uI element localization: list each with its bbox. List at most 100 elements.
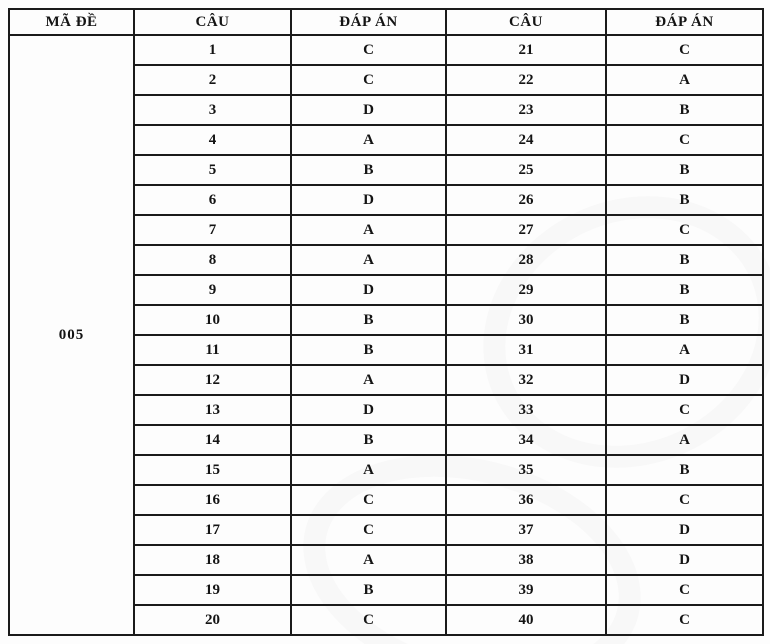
question-number-cell: 22 — [445, 64, 607, 96]
question-number-cell: 33 — [445, 394, 607, 426]
question-number-cell: 10 — [133, 304, 292, 336]
question-number-cell: 27 — [445, 214, 607, 246]
question-number-cell: 9 — [133, 274, 292, 306]
question-number-cell: 7 — [133, 214, 292, 246]
question-number-cell: 35 — [445, 454, 607, 486]
question-number-cell: 17 — [133, 514, 292, 546]
answer-cell: B — [605, 184, 764, 216]
question-number-cell: 20 — [133, 604, 292, 636]
question-number-cell: 28 — [445, 244, 607, 276]
table-row: 14 B 34 A — [9, 424, 764, 456]
answer-cell: C — [290, 34, 447, 66]
table-row: 13 D 33 C — [9, 394, 764, 426]
table-row: 15 A 35 B — [9, 454, 764, 486]
question-number-cell: 15 — [133, 454, 292, 486]
answer-cell: B — [290, 574, 447, 606]
answer-cell: B — [290, 334, 447, 366]
question-number-cell: 39 — [445, 574, 607, 606]
answer-cell: C — [605, 574, 764, 606]
header-answer-left: ĐÁP ÁN — [290, 8, 447, 36]
answer-cell: B — [290, 424, 447, 456]
question-number-cell: 37 — [445, 514, 607, 546]
table-row: 10 B 30 B — [9, 304, 764, 336]
answer-cell: C — [290, 604, 447, 636]
answer-cell: B — [605, 244, 764, 276]
answer-cell: B — [290, 304, 447, 336]
table-row: 5 B 25 B — [9, 154, 764, 186]
answer-cell: D — [290, 184, 447, 216]
question-number-cell: 34 — [445, 424, 607, 456]
answer-cell: D — [290, 394, 447, 426]
question-number-cell: 21 — [445, 34, 607, 66]
table-row: 12 A 32 D — [9, 364, 764, 396]
answer-cell: D — [290, 274, 447, 306]
table-row: 19 B 39 C — [9, 574, 764, 606]
table-row: 18 A 38 D — [9, 544, 764, 576]
question-number-cell: 1 — [133, 34, 292, 66]
question-number-cell: 6 — [133, 184, 292, 216]
answer-cell: C — [605, 604, 764, 636]
answer-cell: C — [290, 484, 447, 516]
question-number-cell: 31 — [445, 334, 607, 366]
question-number-cell: 18 — [133, 544, 292, 576]
question-number-cell: 23 — [445, 94, 607, 126]
header-question-left: CÂU — [133, 8, 292, 36]
answer-cell: C — [290, 64, 447, 96]
question-number-cell: 11 — [133, 334, 292, 366]
question-number-cell: 4 — [133, 124, 292, 156]
question-number-cell: 32 — [445, 364, 607, 396]
answer-cell: B — [605, 94, 764, 126]
header-answer-right: ĐÁP ÁN — [605, 8, 764, 36]
answer-cell: B — [290, 154, 447, 186]
question-number-cell: 30 — [445, 304, 607, 336]
answer-cell: C — [605, 124, 764, 156]
answer-cell: C — [290, 514, 447, 546]
question-number-cell: 19 — [133, 574, 292, 606]
question-number-cell: 40 — [445, 604, 607, 636]
question-number-cell: 25 — [445, 154, 607, 186]
question-number-cell: 2 — [133, 64, 292, 96]
answer-cell: B — [605, 154, 764, 186]
exam-code-value: 005 — [8, 34, 135, 636]
question-number-cell: 12 — [133, 364, 292, 396]
table-row: 3 D 23 B — [9, 94, 764, 126]
answer-cell: A — [290, 364, 447, 396]
answer-cell: B — [605, 304, 764, 336]
question-number-cell: 3 — [133, 94, 292, 126]
table-row: 6 D 26 B — [9, 184, 764, 216]
answer-cell: B — [605, 454, 764, 486]
table-row: 8 A 28 B — [9, 244, 764, 276]
answer-cell: A — [605, 424, 764, 456]
question-number-cell: 5 — [133, 154, 292, 186]
question-number-cell: 29 — [445, 274, 607, 306]
answer-cell: D — [290, 94, 447, 126]
table-row: 4 A 24 C — [9, 124, 764, 156]
header-question-right: CÂU — [445, 8, 607, 36]
answer-cell: C — [605, 214, 764, 246]
table-row: 20 C 40 C — [9, 604, 764, 636]
table-row: 9 D 29 B — [9, 274, 764, 306]
question-number-cell: 36 — [445, 484, 607, 516]
table-row: 005 1 C 21 C — [8, 34, 764, 636]
header-exam-code: MÃ ĐỀ — [8, 8, 135, 36]
header-row: MÃ ĐỀ CÂU ĐÁP ÁN CÂU ĐÁP ÁN — [8, 8, 764, 36]
answer-cell: A — [290, 244, 447, 276]
table-row: 16 C 36 C — [9, 484, 764, 516]
answer-cell: A — [605, 64, 764, 96]
answer-cell: C — [605, 484, 764, 516]
answer-cell: A — [290, 544, 447, 576]
answer-cell: D — [605, 544, 764, 576]
answer-key-table: MÃ ĐỀ CÂU ĐÁP ÁN CÂU ĐÁP ÁN 005 1 C 21 C 2 C 22… — [8, 8, 764, 636]
answer-cell: C — [605, 34, 764, 66]
question-number-cell: 38 — [445, 544, 607, 576]
answer-cell: A — [290, 124, 447, 156]
table-row: 11 B 31 A — [9, 334, 764, 366]
answer-cell: A — [290, 454, 447, 486]
question-number-cell: 26 — [445, 184, 607, 216]
question-number-cell: 13 — [133, 394, 292, 426]
table-row: 17 C 37 D — [9, 514, 764, 546]
answer-cell: A — [605, 334, 764, 366]
answer-cell: C — [605, 394, 764, 426]
question-number-cell: 16 — [133, 484, 292, 516]
